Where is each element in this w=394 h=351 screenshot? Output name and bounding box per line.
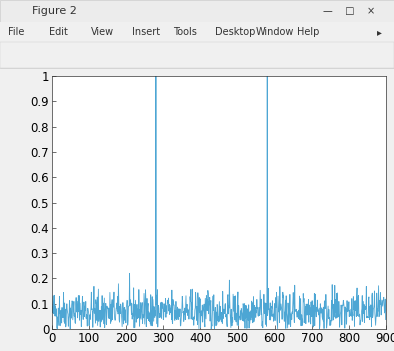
Text: Insert: Insert xyxy=(132,27,160,37)
Text: Figure 2: Figure 2 xyxy=(32,6,76,16)
Text: Tools: Tools xyxy=(173,27,197,37)
Text: File: File xyxy=(8,27,24,37)
Text: View: View xyxy=(91,27,114,37)
Text: Window: Window xyxy=(256,27,294,37)
Text: Desktop: Desktop xyxy=(215,27,255,37)
Text: —    □    ×: — □ × xyxy=(323,6,375,16)
Text: Edit: Edit xyxy=(49,27,68,37)
Text: ▸: ▸ xyxy=(377,27,382,37)
Text: Help: Help xyxy=(297,27,320,37)
